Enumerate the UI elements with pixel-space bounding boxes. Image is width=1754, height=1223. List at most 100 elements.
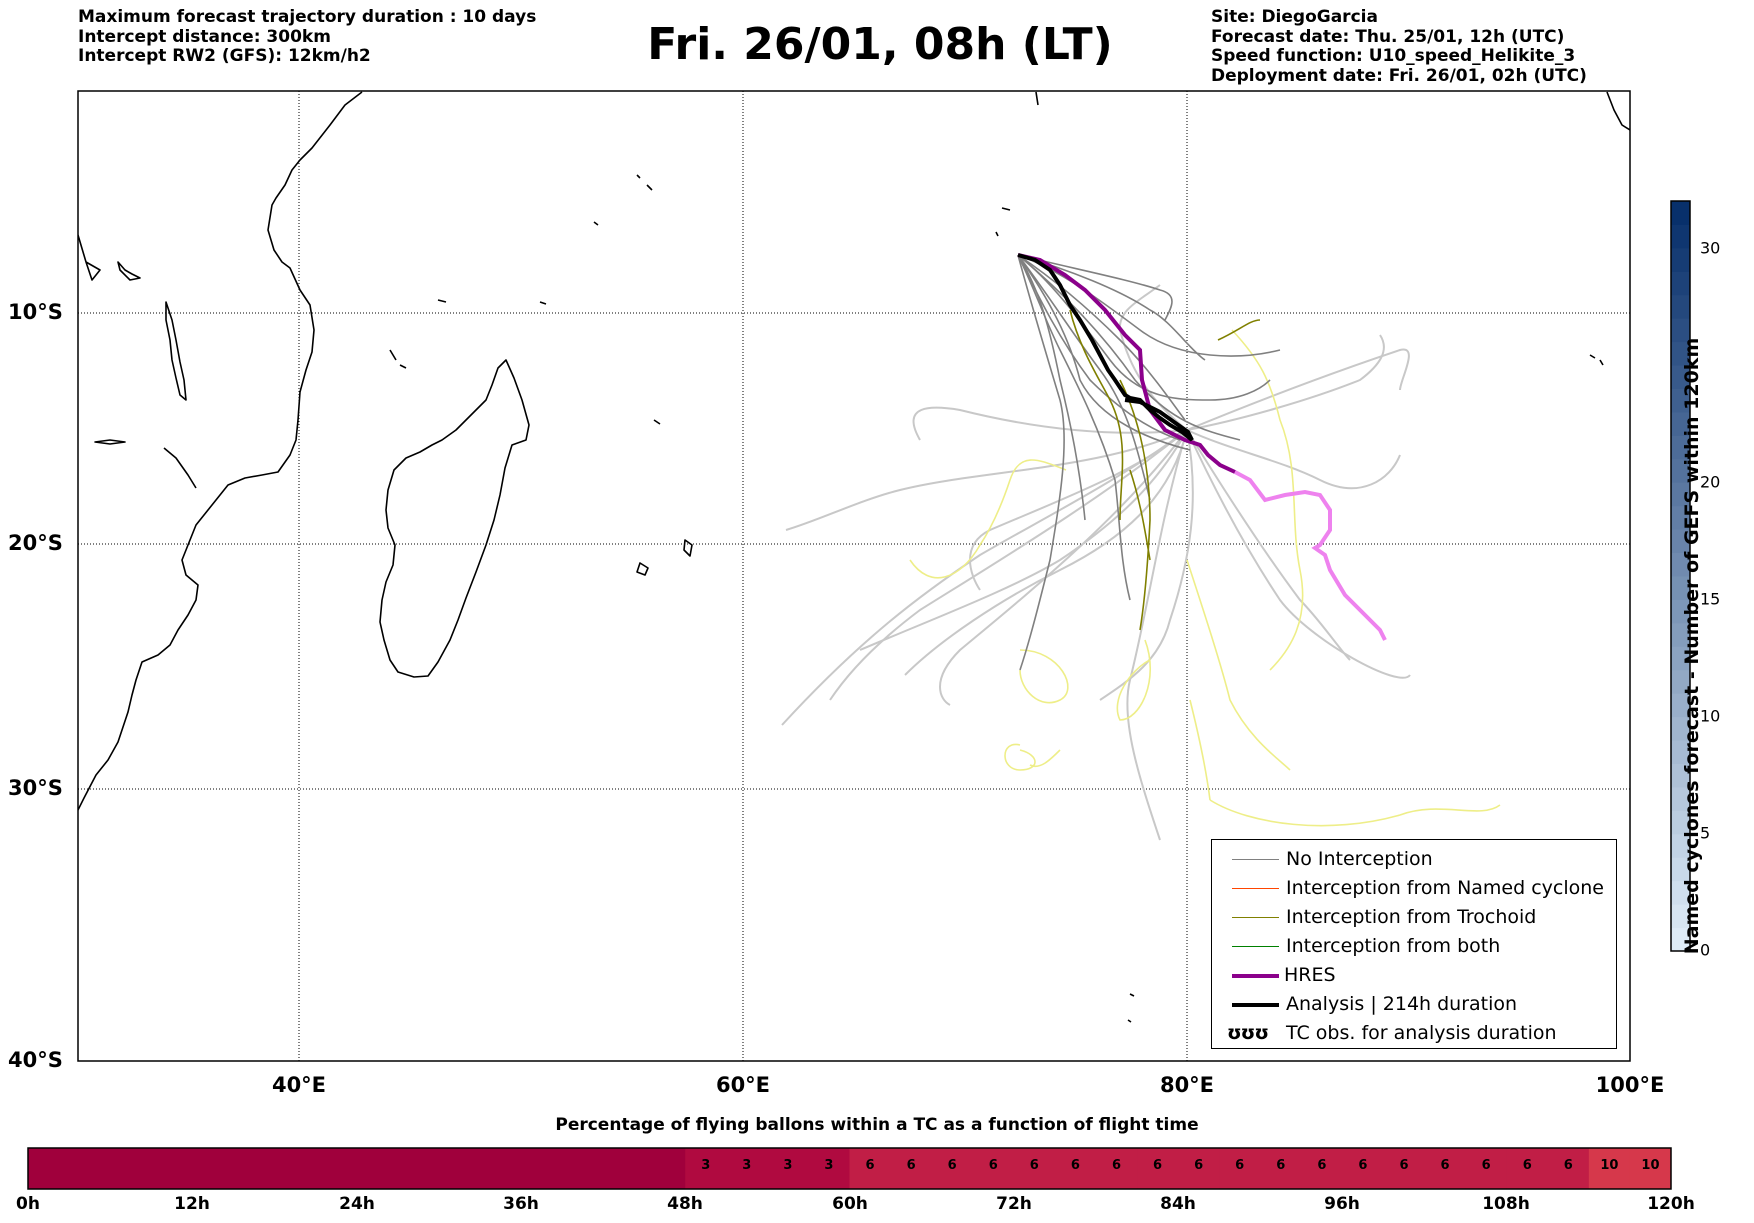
trajectory-duration-text: Maximum forecast trajectory duration : 1… <box>78 7 537 27</box>
percentage-cell <box>1054 1148 1097 1189</box>
percentage-value-label: 6 <box>1563 1158 1573 1173</box>
percentage-value-label: 6 <box>1358 1158 1368 1173</box>
colorbar-segment <box>1671 646 1690 671</box>
tc-obs-symbol: ʊʊʊ <box>1227 1022 1269 1044</box>
colorbar-tick: 30 <box>1700 238 1721 258</box>
pbar-tick-84h: 84h <box>1160 1194 1196 1214</box>
percentage-cell <box>151 1148 193 1189</box>
percentage-value-label: 6 <box>947 1158 957 1173</box>
pbar-tick-60h: 60h <box>832 1194 868 1214</box>
percentage-value-label: 6 <box>1317 1158 1327 1173</box>
percentage-value-label: 6 <box>906 1158 916 1173</box>
percentage-value-label: 3 <box>783 1158 793 1173</box>
colorbar-tick: 20 <box>1700 472 1721 492</box>
percentage-bar-title: Percentage of flying ballons within a TC… <box>555 1115 1199 1135</box>
percentage-cell <box>1178 1148 1220 1189</box>
lon-label-80e: 80°E <box>1159 1073 1215 1097</box>
percentage-cell <box>931 1148 974 1189</box>
map-title: Fri. 26/01, 08h (LT) <box>647 19 1113 70</box>
colorbar-segment <box>1671 365 1690 389</box>
legend-swatch <box>1232 946 1279 947</box>
percentage-cell <box>972 1148 1015 1189</box>
percentage-cell <box>28 1148 70 1189</box>
pbar-tick-96h: 96h <box>1324 1194 1360 1214</box>
colorbar-tick: 15 <box>1700 589 1721 609</box>
pbar-tick-36h: 36h <box>503 1194 539 1214</box>
trochoid-tc-obs <box>909 329 1501 827</box>
legend-label: HRES <box>1284 964 1336 986</box>
lat-label-40s: 40°S <box>8 1048 63 1072</box>
percentage-cell <box>1137 1148 1179 1189</box>
legend-label: No Interception <box>1286 848 1433 870</box>
colorbar-segment <box>1671 271 1690 296</box>
colorbar-segment <box>1671 693 1690 718</box>
percentage-cell <box>520 1148 563 1189</box>
lon-label-40e: 40°E <box>271 1073 327 1097</box>
percentage-value-label: 6 <box>1440 1158 1450 1173</box>
legend-swatch <box>1232 974 1279 978</box>
legend-swatch <box>1232 917 1279 918</box>
colorbar-segment <box>1671 201 1690 225</box>
legend-item-no-interception: No Interception <box>1220 847 1615 873</box>
percentage-cell <box>849 1148 892 1189</box>
percentage-cell <box>890 1148 933 1189</box>
map-frame <box>77 90 1631 1062</box>
percentage-cell <box>233 1148 275 1189</box>
percentage-value-label: 6 <box>988 1158 998 1173</box>
percentage-cell <box>561 1148 604 1189</box>
percentage-cell <box>644 1148 686 1189</box>
pbar-tick-72h: 72h <box>996 1194 1032 1214</box>
legend-item-hres: HRES <box>1220 963 1615 989</box>
pbar-tick-48h: 48h <box>667 1194 703 1214</box>
colorbar-segment <box>1671 740 1690 764</box>
percentage-cell <box>315 1148 358 1189</box>
percentage-value-label: 6 <box>1522 1158 1532 1173</box>
legend: No Interception Interception from Named … <box>1211 839 1617 1049</box>
legend-item-named-cyclone: Interception from Named cyclone <box>1220 876 1615 902</box>
colorbar-segment <box>1671 224 1690 249</box>
percentage-cell <box>808 1148 850 1189</box>
legend-swatch <box>1232 1003 1279 1007</box>
legend-item-tc-obs: ʊʊʊ TC obs. for analysis duration <box>1220 1021 1615 1047</box>
percentage-cell <box>438 1148 481 1189</box>
percentage-value-label: 6 <box>1276 1158 1286 1173</box>
islands-coastline <box>1035 91 1630 1023</box>
colorbar-segment <box>1671 388 1690 413</box>
gridlines <box>78 91 1630 1061</box>
percentage-cell <box>1383 1148 1426 1189</box>
africa-coastline <box>78 91 363 811</box>
percentage-value-label: 3 <box>701 1158 711 1173</box>
colorbar-segment <box>1671 810 1690 835</box>
percentage-cell <box>1219 1148 1261 1189</box>
percentage-cell <box>192 1148 234 1189</box>
percentage-cell <box>1547 1148 1590 1189</box>
percentage-bar <box>28 1148 1672 1189</box>
percentage-cell <box>397 1148 440 1189</box>
percentage-cell <box>1342 1148 1384 1189</box>
percentage-cell <box>1301 1148 1343 1189</box>
colorbar-segment <box>1671 294 1690 319</box>
percentage-cell <box>479 1148 522 1189</box>
percentage-cell <box>603 1148 645 1189</box>
seychelles-coastline <box>389 174 1011 425</box>
pbar-tick-24h: 24h <box>339 1194 375 1214</box>
legend-label: Interception from both <box>1286 935 1501 957</box>
legend-label: Interception from Trochoid <box>1286 906 1537 928</box>
colorbar-segment <box>1671 857 1690 882</box>
percentage-value-label: 3 <box>824 1158 834 1173</box>
pbar-tick-108h: 108h <box>1482 1194 1530 1214</box>
percentage-value-label: 10 <box>1641 1158 1660 1173</box>
percentage-value-label: 3 <box>742 1158 752 1173</box>
legend-label: Interception from Named cyclone <box>1286 877 1604 899</box>
deployment-date-text: Deployment date: Fri. 26/01, 02h (UTC) <box>1211 65 1587 86</box>
trochoid-trajectories <box>1069 309 1261 631</box>
lon-label-100e: 100°E <box>1595 1073 1665 1097</box>
colorbar-segment <box>1671 318 1690 343</box>
percentage-value-label: 6 <box>1153 1158 1163 1173</box>
coastlines <box>78 91 1630 1023</box>
percentage-cell <box>1424 1148 1467 1189</box>
lon-label-60e: 60°E <box>715 1073 771 1097</box>
header-right: Site: DiegoGarcia Forecast date: Thu. 25… <box>1211 7 1587 86</box>
speed-function-text: Speed function: U10_speed_Helikite_3 <box>1211 46 1576 66</box>
